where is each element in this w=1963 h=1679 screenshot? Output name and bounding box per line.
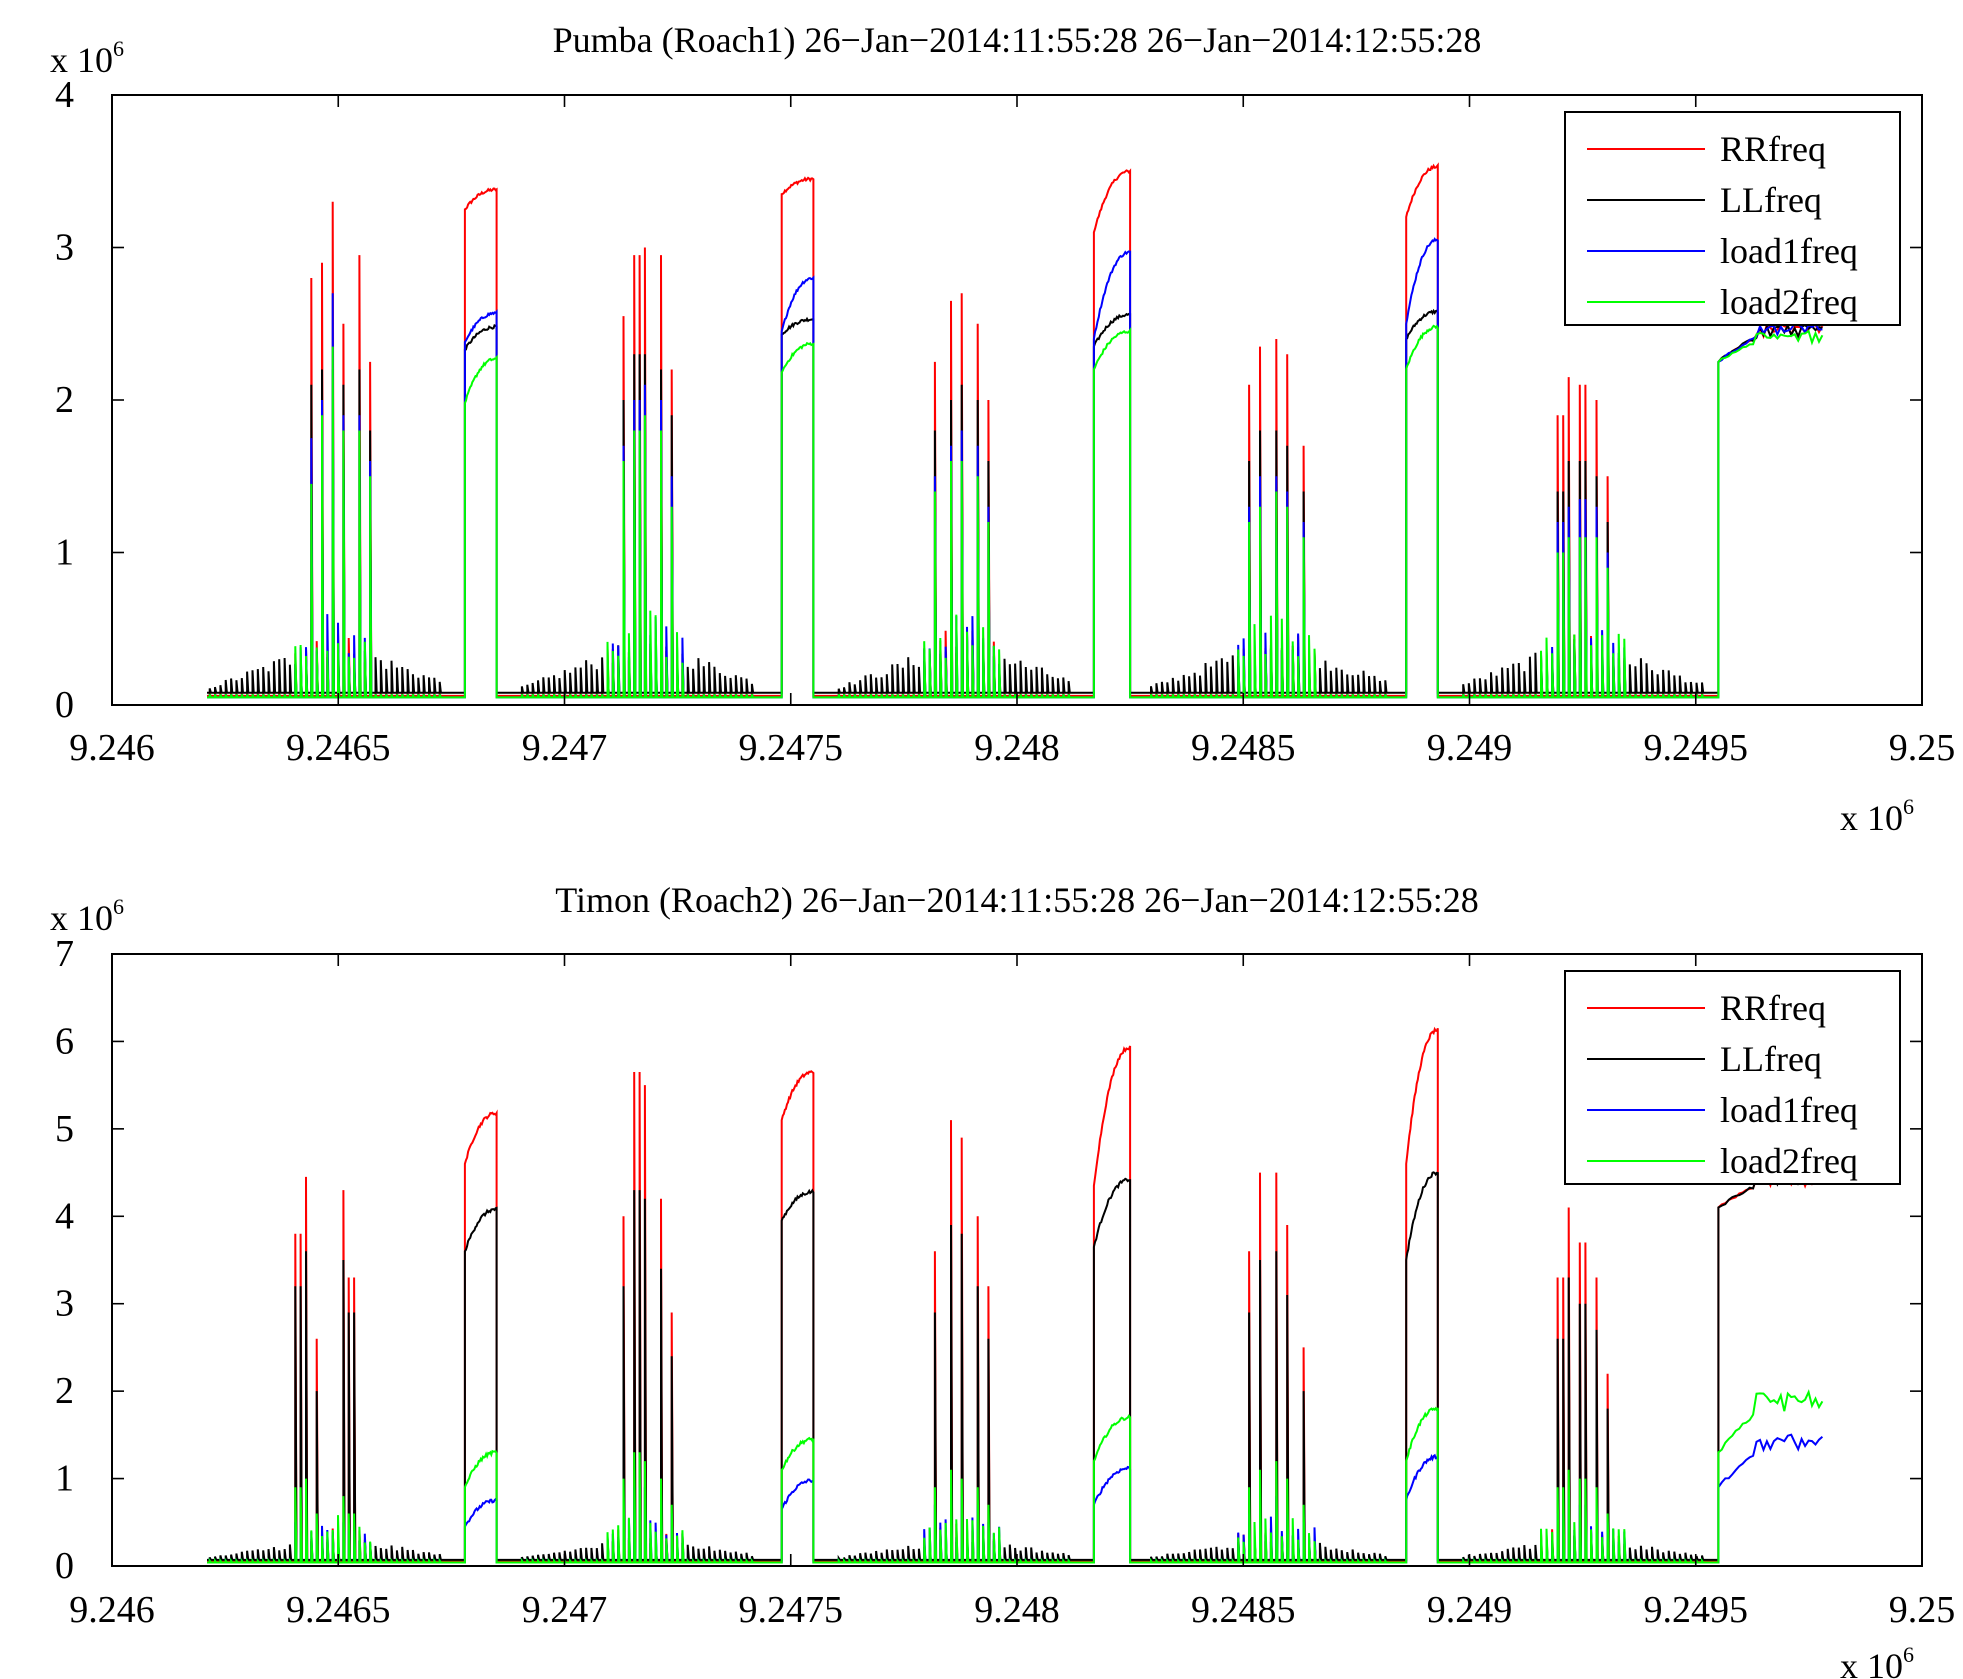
x-tick-label: 9.248: [974, 1589, 1060, 1631]
x-tick-label: 9.2475: [739, 727, 844, 769]
x-tick-label: 9.2495: [1644, 1589, 1749, 1631]
legend-box: [1564, 970, 1901, 1185]
series-line-load2freq: [207, 324, 1824, 699]
x-exponent-label: x 106: [1840, 1642, 1914, 1679]
chart-panel-1: Pumba (Roach1) 26−Jan−2014:11:55:28 26−J…: [50, 20, 1955, 838]
y-tick-label: 0: [55, 1545, 74, 1587]
y-tick-label: 2: [55, 1370, 74, 1412]
legend-label-load2freq: load2freq: [1720, 282, 1858, 322]
x-tick-label: 9.2495: [1644, 727, 1749, 769]
y-tick-label: 0: [55, 684, 74, 726]
chart-panel-2: Timon (Roach2) 26−Jan−2014:11:55:28 26−J…: [50, 880, 1955, 1679]
legend: RRfreq LLfreq load1freq load2freq: [1564, 111, 1901, 326]
x-exponent-label: x 106: [1840, 794, 1914, 838]
x-tick-label: 9.246: [69, 727, 155, 769]
x-tick-label: 9.2485: [1191, 1589, 1296, 1631]
y-tick-label: 7: [55, 933, 74, 975]
legend-label-llfreq: LLfreq: [1720, 1039, 1822, 1079]
legend-label-rrfreq: RRfreq: [1720, 129, 1826, 169]
y-tick-label: 3: [55, 227, 74, 269]
y-tick-label: 1: [55, 532, 74, 574]
x-tick-label: 9.25: [1889, 1589, 1956, 1631]
x-tick-label: 9.2465: [286, 1589, 391, 1631]
x-tick-label: 9.25: [1889, 727, 1956, 769]
chart-title: Pumba (Roach1) 26−Jan−2014:11:55:28 26−J…: [553, 20, 1482, 60]
y-tick-label: 5: [55, 1108, 74, 1150]
legend-label-rrfreq: RRfreq: [1720, 988, 1826, 1028]
chart-title: Timon (Roach2) 26−Jan−2014:11:55:28 26−J…: [555, 880, 1479, 920]
legend-box: [1564, 111, 1901, 326]
y-tick-label: 4: [55, 1195, 74, 1237]
legend: RRfreq LLfreq load1freq load2freq: [1564, 970, 1901, 1185]
legend-label-load2freq: load2freq: [1720, 1141, 1858, 1181]
y-exponent-label: x 106: [50, 894, 124, 938]
y-tick-label: 3: [55, 1283, 74, 1325]
x-tick-label: 9.247: [522, 1589, 608, 1631]
x-tick-label: 9.2475: [739, 1589, 844, 1631]
y-exponent-label: x 106: [50, 36, 124, 80]
y-tick-label: 1: [55, 1458, 74, 1500]
series-load2freq: [207, 324, 1824, 699]
series-line-load2freq: [207, 1389, 1824, 1564]
x-tick-label: 9.246: [69, 1589, 155, 1631]
y-tick-label: 6: [55, 1020, 74, 1062]
legend-label-llfreq: LLfreq: [1720, 180, 1822, 220]
x-tick-label: 9.2485: [1191, 727, 1296, 769]
x-tick-label: 9.249: [1427, 727, 1513, 769]
x-tick-label: 9.249: [1427, 1589, 1513, 1631]
y-tick-label: 4: [55, 74, 74, 116]
x-tick-label: 9.247: [522, 727, 608, 769]
y-tick-label: 2: [55, 379, 74, 421]
legend-label-load1freq: load1freq: [1720, 231, 1858, 271]
x-tick-label: 9.2465: [286, 727, 391, 769]
series-load2freq: [207, 1389, 1824, 1564]
legend-label-load1freq: load1freq: [1720, 1090, 1858, 1130]
x-tick-label: 9.248: [974, 727, 1060, 769]
